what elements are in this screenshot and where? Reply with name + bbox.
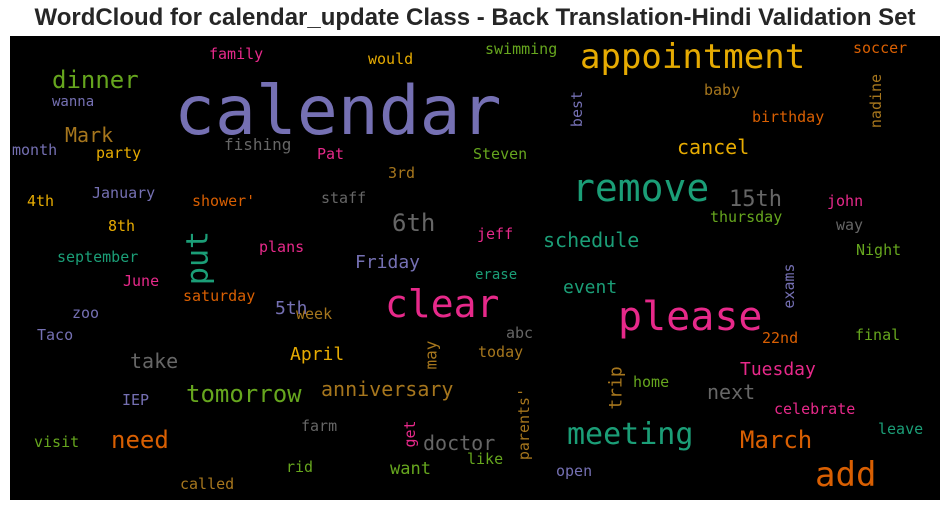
wordcloud-panel: calendar appointment remove please clear add m… — [10, 36, 940, 500]
word-8th: 8th — [108, 217, 135, 235]
word-trip: trip — [606, 366, 627, 409]
word-family: family — [209, 45, 263, 63]
word-called: called — [180, 475, 234, 493]
word-soccer: soccer — [853, 39, 907, 57]
word-remove: remove — [572, 166, 709, 210]
word-zoo: zoo — [72, 304, 99, 322]
word-calendar: calendar — [174, 72, 502, 151]
word-tuesday: Tuesday — [740, 359, 816, 380]
word-nadine: nadine — [867, 74, 885, 128]
word-wanna: wanna — [52, 94, 94, 110]
word-22nd: 22nd — [762, 329, 798, 347]
word-rid: rid — [286, 458, 313, 476]
word-thursday: thursday — [710, 208, 782, 226]
word-3rd: 3rd — [388, 164, 415, 182]
chart-title: WordCloud for calendar_update Class - Ba… — [34, 4, 916, 31]
word-birthday: birthday — [752, 108, 824, 126]
word-schedule: schedule — [543, 228, 639, 252]
word-5th: 5th — [275, 298, 308, 319]
word-parents: parents' — [515, 388, 533, 460]
word-friday: Friday — [355, 252, 420, 273]
word-erase: erase — [475, 267, 517, 283]
word-put: put — [181, 231, 216, 285]
word-taco: Taco — [37, 326, 73, 344]
word-event: event — [563, 277, 617, 298]
word-tomorrow: tomorrow — [186, 380, 302, 408]
word-meeting: meeting — [567, 417, 693, 452]
word-get: get — [401, 420, 419, 447]
word-4th: 4th — [27, 192, 54, 210]
word-fishing: fishing — [224, 135, 291, 154]
word-next: next — [707, 380, 755, 404]
word-swimming: swimming — [485, 40, 557, 58]
word-saturday: saturday — [183, 287, 255, 305]
word-april: April — [290, 344, 344, 365]
word-june: June — [123, 272, 159, 290]
word-shower: shower' — [192, 192, 255, 210]
wordcloud-canvas: calendar appointment remove please clear add m… — [12, 37, 923, 495]
word-appointment: appointment — [580, 37, 805, 77]
word-abc: abc — [506, 324, 533, 342]
word-would: would — [368, 50, 413, 68]
word-john: john — [827, 192, 863, 210]
word-staff: staff — [321, 189, 366, 207]
word-way: way — [836, 216, 863, 234]
word-dinner: dinner — [52, 66, 139, 94]
word-visit: visit — [34, 433, 79, 451]
word-plans: plans — [259, 238, 304, 256]
word-night: Night — [856, 241, 901, 259]
word-today: today — [478, 343, 523, 361]
word-need: need — [111, 426, 169, 454]
word-baby: baby — [704, 81, 740, 99]
word-clear: clear — [385, 282, 499, 326]
word-best: best — [568, 91, 586, 127]
word-doctor: doctor — [423, 431, 495, 455]
word-jeff: jeff — [477, 225, 513, 243]
word-open: open — [556, 462, 592, 480]
word-home: home — [633, 373, 669, 391]
word-6th: 6th — [392, 209, 435, 237]
word-cancel: cancel — [677, 135, 749, 159]
word-like: like — [467, 450, 503, 468]
word-final: final — [855, 326, 900, 344]
word-pat: Pat — [317, 145, 344, 163]
word-iep: IEP — [122, 391, 149, 409]
word-take: take — [130, 349, 178, 373]
word-may: may — [422, 340, 441, 369]
word-please: please — [618, 294, 763, 340]
word-week: week — [296, 305, 332, 323]
word-january: January — [92, 184, 155, 202]
word-want: want — [390, 459, 431, 479]
word-add: add — [815, 455, 876, 495]
word-celebrate: celebrate — [774, 400, 855, 418]
word-exams: exams — [780, 263, 798, 308]
word-march: March — [740, 426, 812, 454]
word-party: party — [96, 144, 141, 162]
word-steven: Steven — [473, 145, 527, 163]
word-leave: leave — [878, 420, 923, 438]
word-mark: Mark — [65, 123, 113, 147]
word-september: september — [57, 248, 138, 266]
word-15th: 15th — [729, 187, 782, 212]
word-farm: farm — [301, 417, 337, 435]
word-anniversary: anniversary — [321, 377, 453, 401]
word-month: month — [12, 141, 57, 159]
